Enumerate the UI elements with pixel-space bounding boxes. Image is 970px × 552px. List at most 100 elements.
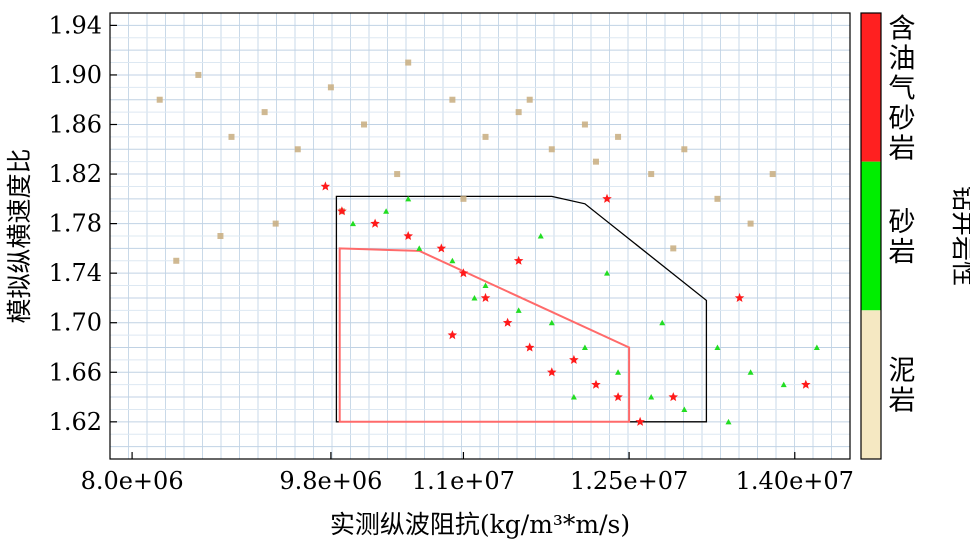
point-mudstone bbox=[548, 146, 555, 153]
point-oil-gas-sandstone bbox=[337, 206, 347, 216]
x-tick-label: 1.1e+07 bbox=[412, 467, 515, 495]
point-oil-gas-sandstone bbox=[447, 330, 458, 340]
point-mudstone bbox=[156, 96, 163, 103]
y-tick-label: 1.86 bbox=[49, 111, 102, 139]
point-mudstone bbox=[261, 109, 268, 116]
point-oil-gas-sandstone bbox=[591, 379, 601, 389]
point-sandstone bbox=[615, 369, 622, 375]
point-sandstone bbox=[537, 233, 544, 239]
point-mudstone bbox=[581, 121, 588, 128]
colorbar-segment-label: 泥岩 bbox=[889, 356, 916, 417]
point-mudstone bbox=[173, 257, 180, 264]
y-tick-label: 1.74 bbox=[49, 259, 102, 287]
point-mudstone bbox=[272, 220, 279, 227]
point-mudstone bbox=[405, 59, 412, 66]
point-sandstone bbox=[449, 257, 456, 264]
plot-frame bbox=[109, 12, 851, 460]
x-tick-label: 1.25e+07 bbox=[570, 467, 688, 495]
point-mudstone bbox=[228, 133, 235, 140]
colorbar-segment-label: 砂岩 bbox=[889, 207, 916, 268]
x-tick-label: 8.0e+06 bbox=[81, 467, 184, 495]
y-tick-label: 1.70 bbox=[49, 309, 102, 337]
point-oil-gas-sandstone bbox=[668, 392, 678, 402]
point-mudstone bbox=[327, 84, 334, 91]
point-oil-gas-sandstone bbox=[734, 292, 745, 302]
y-tick-label: 1.82 bbox=[49, 160, 102, 188]
x-tick-label: 9.8e+06 bbox=[279, 467, 382, 495]
point-sandstone bbox=[648, 394, 655, 400]
point-oil-gas-sandstone bbox=[370, 218, 380, 228]
point-sandstone bbox=[581, 344, 588, 350]
point-mudstone bbox=[714, 195, 721, 202]
point-sandstone bbox=[405, 195, 412, 202]
point-sandstone bbox=[780, 381, 787, 388]
point-sandstone bbox=[482, 282, 489, 289]
grid bbox=[109, 13, 851, 459]
point-sandstone bbox=[659, 319, 666, 326]
point-sandstone bbox=[714, 344, 721, 350]
y-tick-label: 1.94 bbox=[49, 11, 102, 39]
point-mudstone bbox=[615, 133, 622, 140]
point-oil-gas-sandstone bbox=[547, 367, 557, 377]
axes: 8.0e+06 9.8e+06 1.1e+07 1.25e+07 1.40e+07 1.6… bbox=[49, 11, 854, 495]
point-oil-gas-sandstone bbox=[513, 255, 524, 265]
point-mudstone bbox=[681, 146, 688, 153]
point-sandstone bbox=[349, 220, 356, 227]
colorbar-title: 钻井岩性 bbox=[949, 186, 970, 286]
point-oil-gas-sandstone bbox=[320, 181, 331, 191]
point-mudstone bbox=[294, 146, 301, 153]
point-sandstone bbox=[813, 344, 820, 350]
y-tick-label: 1.66 bbox=[49, 358, 102, 386]
point-mudstone bbox=[747, 220, 754, 227]
point-sandstone bbox=[747, 369, 754, 375]
point-oil-gas-sandstone bbox=[502, 317, 513, 327]
point-sandstone bbox=[471, 294, 478, 301]
point-sandstone bbox=[725, 418, 732, 425]
point-mudstone bbox=[648, 171, 655, 178]
point-mudstone bbox=[195, 71, 202, 78]
point-sandstone bbox=[515, 307, 522, 313]
point-mudstone bbox=[449, 96, 456, 103]
colorbar-segment bbox=[861, 310, 881, 459]
point-oil-gas-sandstone bbox=[602, 193, 612, 203]
point-oil-gas-sandstone bbox=[480, 292, 491, 302]
point-oil-gas-sandstone bbox=[458, 268, 469, 278]
colorbar-segment-label: 含油气砂岩 bbox=[889, 13, 916, 164]
point-sandstone bbox=[383, 208, 390, 214]
point-oil-gas-sandstone bbox=[635, 416, 645, 426]
point-mudstone bbox=[526, 96, 533, 103]
colorbar-frame bbox=[860, 12, 882, 460]
point-oil-gas-sandstone bbox=[801, 379, 811, 389]
point-mudstone bbox=[217, 233, 224, 239]
region-polygon-1 bbox=[335, 195, 708, 423]
colorbar-segment bbox=[861, 13, 881, 162]
point-oil-gas-sandstone bbox=[613, 392, 623, 402]
point-mudstone bbox=[482, 133, 489, 140]
point-sandstone bbox=[416, 245, 423, 251]
y-tick-label: 1.78 bbox=[49, 210, 102, 238]
point-sandstone bbox=[570, 394, 577, 400]
selection-regions bbox=[335, 195, 708, 423]
y-tick-label: 1.90 bbox=[49, 61, 102, 89]
x-tick-label: 1.40e+07 bbox=[736, 467, 854, 495]
point-sandstone bbox=[681, 406, 688, 412]
data-points bbox=[156, 59, 820, 426]
point-mudstone bbox=[515, 109, 522, 116]
colorbar-segment bbox=[861, 161, 881, 311]
x-axis-label: 实测纵波阻抗(kg/m³*m/s) bbox=[330, 510, 630, 539]
region-polygon-2 bbox=[338, 247, 631, 423]
point-mudstone bbox=[394, 171, 401, 178]
point-sandstone bbox=[604, 270, 611, 276]
point-sandstone bbox=[548, 319, 555, 326]
point-mudstone bbox=[670, 245, 677, 252]
point-oil-gas-sandstone bbox=[524, 342, 535, 352]
point-oil-gas-sandstone bbox=[436, 243, 447, 253]
y-tick-label: 1.62 bbox=[49, 408, 102, 436]
point-mudstone bbox=[592, 158, 599, 165]
y-axis-label: 模拟纵横速度比 bbox=[5, 148, 34, 323]
point-mudstone bbox=[769, 171, 776, 178]
point-mudstone bbox=[361, 121, 368, 128]
